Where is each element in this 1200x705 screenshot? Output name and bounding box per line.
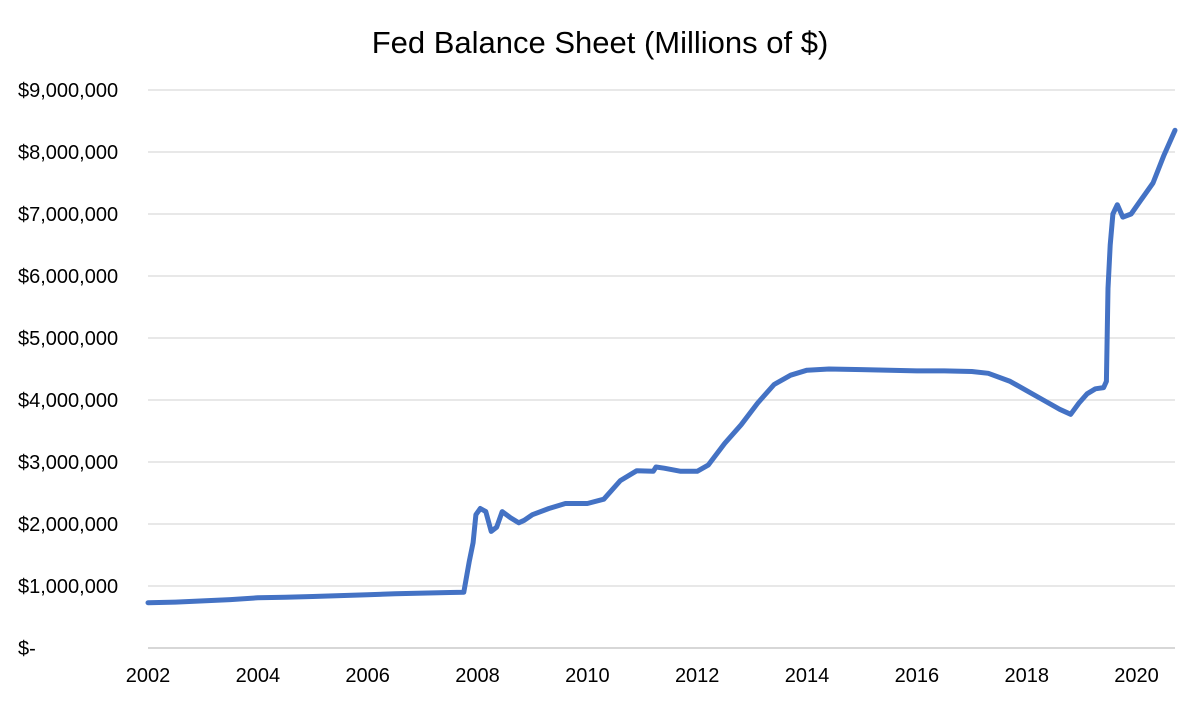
x-tick-label: 2008 xyxy=(455,665,500,687)
x-tick-label: 2020 xyxy=(1114,665,1159,687)
y-axis-ticks: $- $1,000,000 $2,000,000 $3,000,000 $4,000,0… xyxy=(18,80,118,660)
x-axis-ticks: 2002 2004 2006 2008 2010 2012 2014 2016 2018 2020 xyxy=(126,665,1159,687)
y-tick-label: $5,000,000 xyxy=(18,328,118,350)
y-tick-label: $7,000,000 xyxy=(18,204,118,226)
y-tick-label: $2,000,000 xyxy=(18,514,118,536)
x-tick-label: 2006 xyxy=(345,665,390,687)
x-tick-label: 2002 xyxy=(126,665,171,687)
x-tick-label: 2004 xyxy=(236,665,281,687)
x-tick-label: 2012 xyxy=(675,665,720,687)
y-tick-label: $4,000,000 xyxy=(18,390,118,412)
y-tick-label: $9,000,000 xyxy=(18,80,118,102)
x-tick-label: 2016 xyxy=(895,665,940,687)
gridlines xyxy=(148,89,1175,649)
x-tick-label: 2014 xyxy=(785,665,830,687)
y-tick-label: $3,000,000 xyxy=(18,452,118,474)
x-tick-label: 2010 xyxy=(565,665,610,687)
y-tick-label: $6,000,000 xyxy=(18,266,118,288)
chart-title: Fed Balance Sheet (Millions of $) xyxy=(372,25,829,60)
y-tick-label: $1,000,000 xyxy=(18,576,118,598)
x-tick-label: 2018 xyxy=(1004,665,1049,687)
series-layer xyxy=(145,127,1178,606)
series-line-0 xyxy=(145,127,1178,606)
y-tick-label: $8,000,000 xyxy=(18,142,118,164)
y-tick-label: $- xyxy=(18,638,36,660)
